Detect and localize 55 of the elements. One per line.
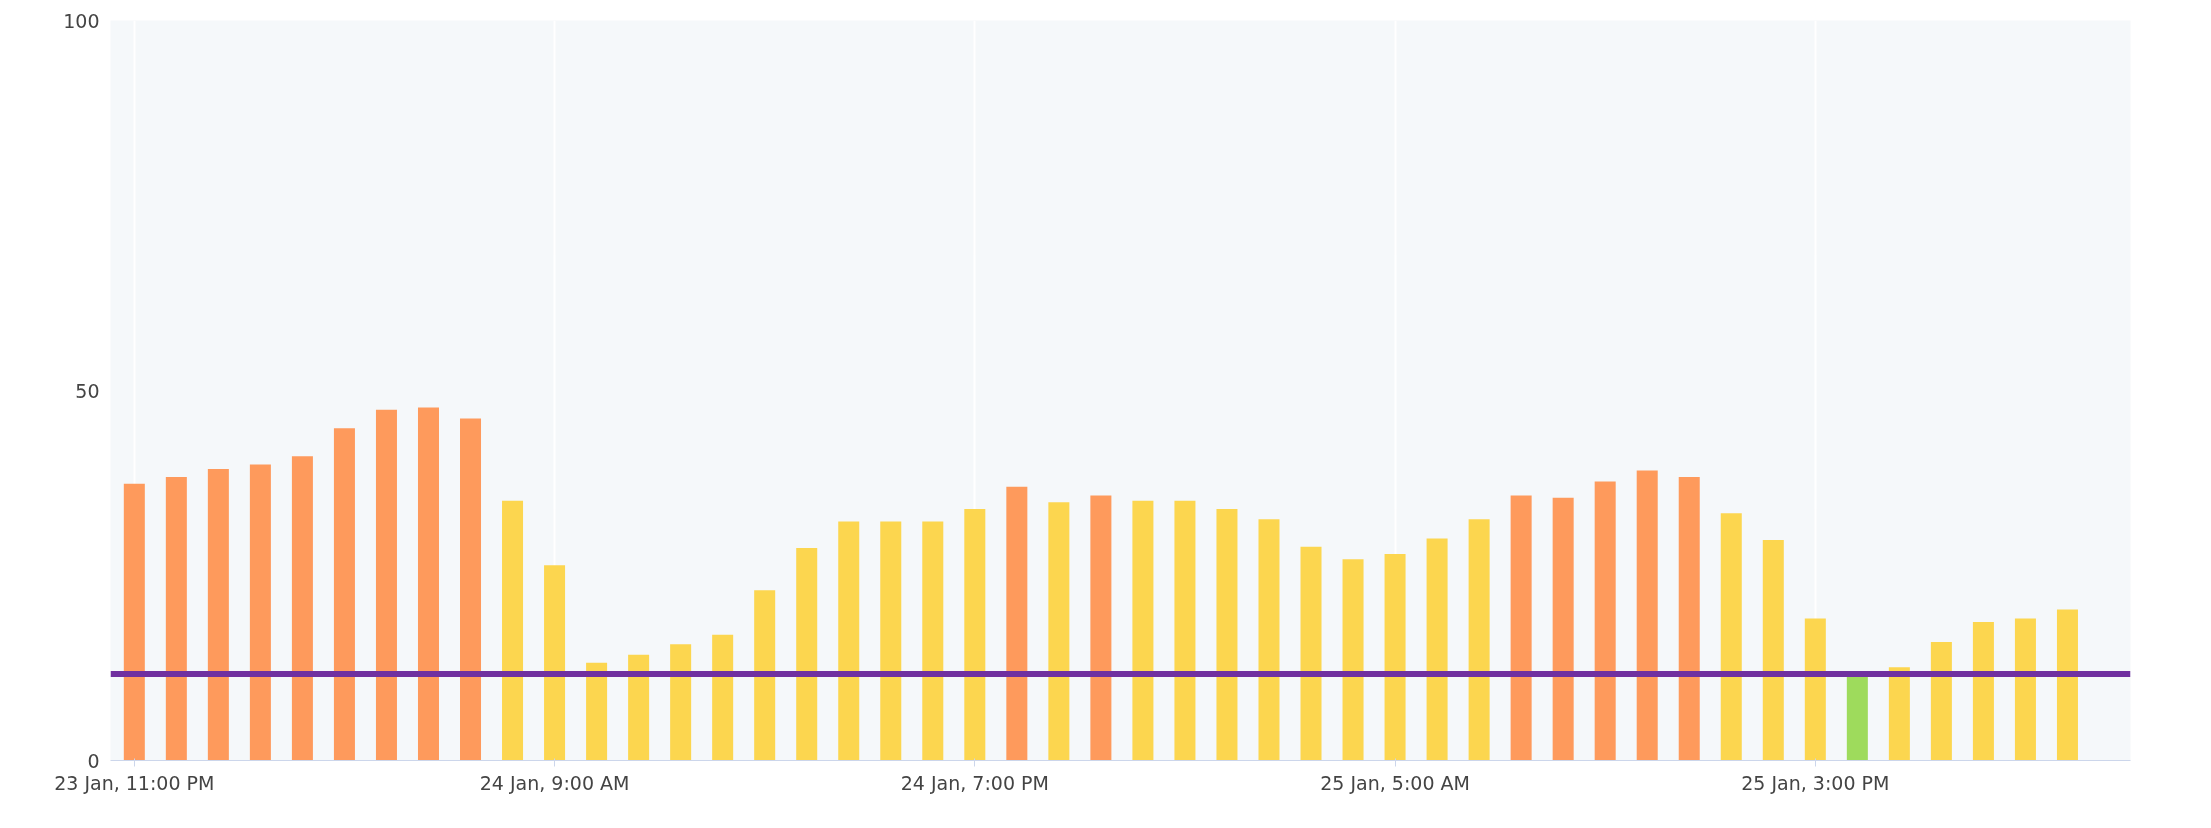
bar	[1720, 513, 1742, 761]
x-tick-label: 25 Jan, 5:00 AM	[1320, 771, 1470, 794]
x-tick-label: 24 Jan, 7:00 PM	[900, 771, 1049, 794]
bar	[1804, 618, 1826, 761]
bar	[586, 662, 608, 761]
x-tick-label: 25 Jan, 3:00 PM	[1741, 771, 1890, 794]
bar	[628, 654, 650, 761]
bar	[417, 407, 439, 761]
bar	[375, 409, 397, 761]
bar	[838, 521, 860, 761]
bar	[2014, 618, 2036, 761]
bar	[1552, 497, 1574, 761]
bar	[1426, 538, 1448, 761]
bar	[880, 521, 902, 761]
y-tick-label: 100	[63, 9, 100, 32]
bar	[1930, 642, 1952, 761]
bar	[1510, 495, 1532, 761]
bar	[1636, 470, 1658, 761]
bar	[1972, 622, 1994, 761]
bar	[1888, 667, 1910, 761]
bar	[165, 477, 187, 761]
bar	[1174, 500, 1196, 761]
bar	[333, 428, 355, 761]
bar	[1258, 519, 1280, 761]
y-tick-label: 50	[75, 379, 100, 402]
bar	[1090, 495, 1112, 761]
bar	[1342, 559, 1364, 761]
x-tick-label: 24 Jan, 9:00 AM	[479, 771, 630, 794]
bar	[1132, 500, 1154, 761]
bar	[1762, 539, 1784, 761]
bar	[670, 644, 692, 761]
bar	[291, 456, 313, 761]
bar	[922, 521, 944, 761]
bar	[249, 464, 271, 761]
bar	[207, 468, 229, 761]
bar	[2056, 609, 2078, 761]
y-tick-label: 0	[87, 749, 100, 772]
bar	[544, 565, 566, 761]
bar	[123, 483, 145, 761]
x-tick-label: 23 Jan, 11:00 PM	[54, 771, 215, 794]
bar	[1384, 554, 1406, 761]
bar	[1048, 502, 1070, 761]
bar	[754, 590, 776, 761]
bar	[1846, 675, 1868, 761]
bar	[1216, 508, 1238, 761]
bar	[1468, 519, 1490, 761]
bar	[1678, 477, 1700, 761]
bar	[1594, 481, 1616, 761]
bar	[460, 418, 482, 761]
bar	[1300, 546, 1322, 761]
bar	[1006, 486, 1028, 761]
bar	[502, 500, 524, 761]
bar	[964, 508, 986, 761]
bar	[712, 634, 734, 761]
bar	[796, 548, 818, 761]
